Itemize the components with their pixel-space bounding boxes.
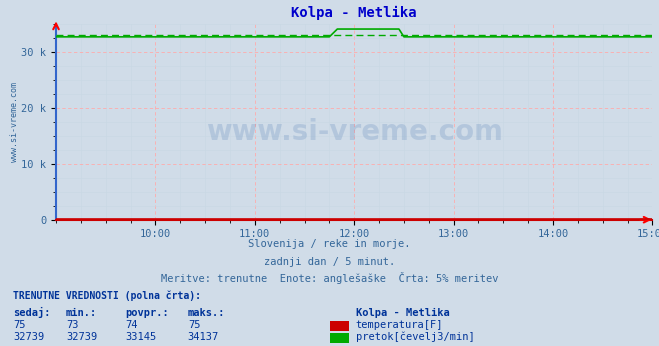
- Text: min.:: min.:: [66, 308, 97, 318]
- Text: 34137: 34137: [188, 332, 219, 342]
- Text: pretok[čevelj3/min]: pretok[čevelj3/min]: [356, 331, 474, 342]
- Text: TRENUTNE VREDNOSTI (polna črta):: TRENUTNE VREDNOSTI (polna črta):: [13, 291, 201, 301]
- Text: Slovenija / reke in morje.: Slovenija / reke in morje.: [248, 239, 411, 249]
- Text: Kolpa - Metlika: Kolpa - Metlika: [356, 308, 449, 318]
- Text: 73: 73: [66, 320, 78, 330]
- Y-axis label: www.si-vreme.com: www.si-vreme.com: [9, 82, 18, 162]
- Text: maks.:: maks.:: [188, 308, 225, 318]
- Text: temperatura[F]: temperatura[F]: [356, 320, 444, 330]
- Text: 75: 75: [13, 320, 26, 330]
- Text: 32739: 32739: [66, 332, 97, 342]
- Text: Meritve: trenutne  Enote: anglešaške  Črta: 5% meritev: Meritve: trenutne Enote: anglešaške Črta…: [161, 272, 498, 284]
- Text: zadnji dan / 5 minut.: zadnji dan / 5 minut.: [264, 257, 395, 267]
- Text: 33145: 33145: [125, 332, 156, 342]
- Text: povpr.:: povpr.:: [125, 308, 169, 318]
- Title: Kolpa - Metlika: Kolpa - Metlika: [291, 6, 417, 20]
- Text: 74: 74: [125, 320, 138, 330]
- Text: www.si-vreme.com: www.si-vreme.com: [206, 118, 503, 146]
- Text: 32739: 32739: [13, 332, 44, 342]
- Text: 75: 75: [188, 320, 200, 330]
- Text: sedaj:: sedaj:: [13, 307, 51, 318]
